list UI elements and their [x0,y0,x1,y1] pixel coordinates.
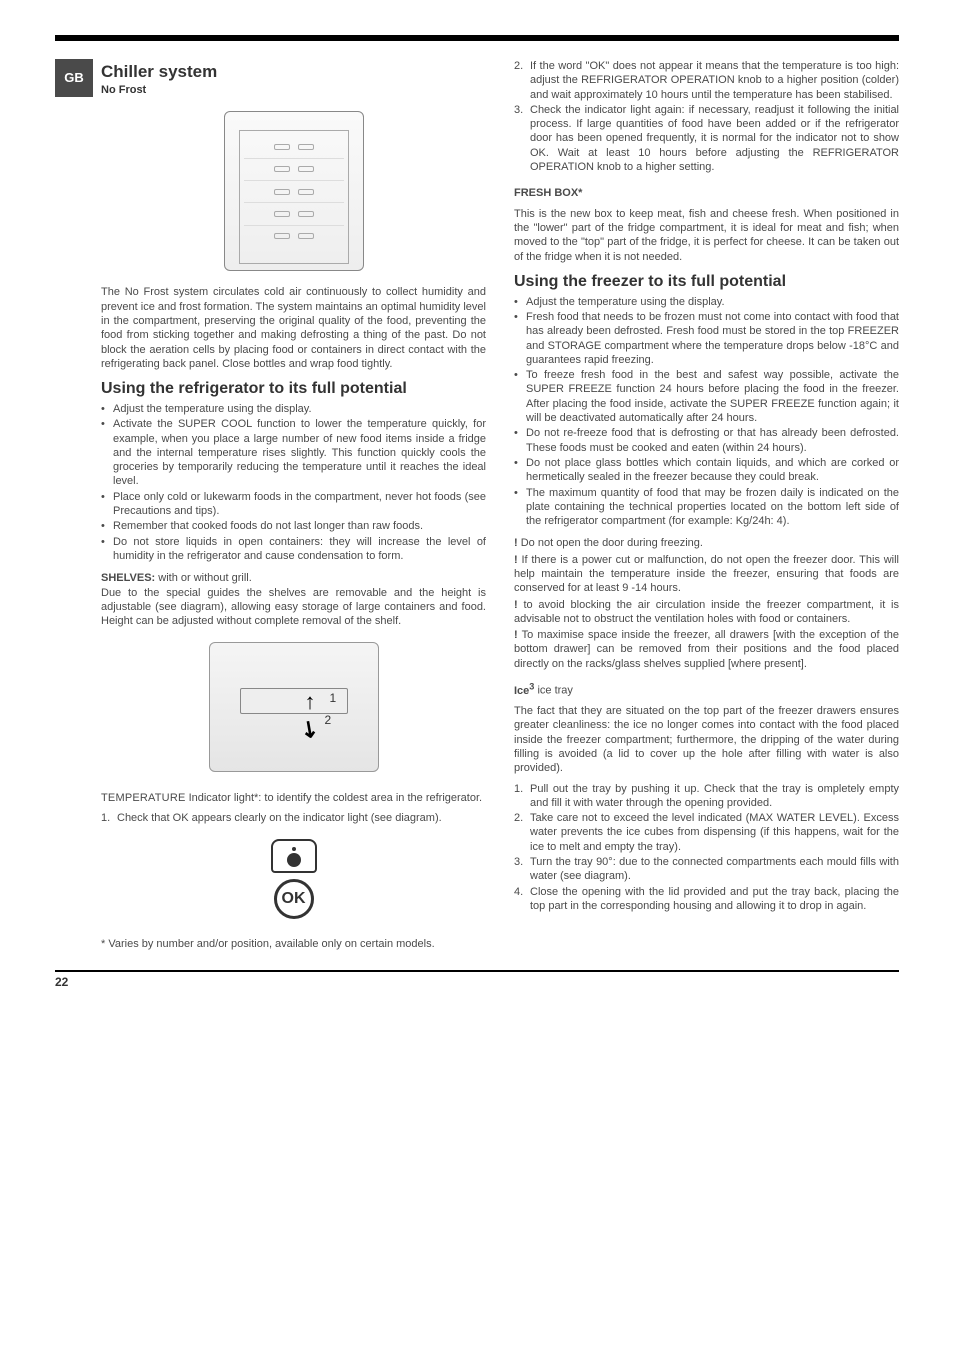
chiller-subtitle: No Frost [101,83,486,97]
list-item: The maximum quantity of food that may be… [514,486,899,529]
ice-head-c: ice tray [534,685,573,697]
shelves-text: Due to the special guides the shelves ar… [101,587,486,628]
list-item: Adjust the temperature using the display… [514,295,899,309]
nofrost-paragraph: The No Frost system circulates cold air … [101,285,486,371]
temperature-label: TEMPERATURE [101,792,186,804]
list-item: Adjust the temperature using the display… [101,402,486,416]
left-column: Chiller system No Frost The No Frost sys… [101,59,486,958]
list-item: Turn the tray 90°: due to the connected … [514,855,899,884]
temperature-line: Indicator light*: to identify the coldes… [186,792,483,804]
list-item: Pull out the tray by pushing it up. Chec… [514,782,899,811]
shelves-after: with or without grill. [155,572,252,584]
ok-indicator-diagram: OK [101,839,486,919]
fridge-diagram [101,111,486,271]
list-item: Check the indicator light again: if nece… [514,103,899,174]
footnote: * Varies by number and/or position, avai… [101,937,486,951]
warning-line: ! Do not open the door during freezing. [514,536,899,550]
temperature-paragraph: TEMPERATURE Indicator light*: to identif… [101,791,486,805]
list-item: Check that OK appears clearly on the ind… [101,811,486,825]
footer-rule: 22 [55,970,899,991]
warning-text: To maximise space inside the freezer, al… [514,629,899,670]
refrigerator-list: Adjust the temperature using the display… [101,402,486,563]
shelf-diagram: ↑1 ↘2 [101,642,486,776]
ice-heading: Ice3 ice tray [514,681,899,698]
language-badge: GB [55,59,93,97]
warning-line: ! If there is a power cut or malfunction… [514,553,899,596]
freezer-heading: Using the freezer to its full potential [514,272,899,293]
list-item: Close the opening with the lid provided … [514,885,899,914]
freezer-list: Adjust the temperature using the display… [514,295,899,529]
right-column: If the word "OK" does not appear it mean… [514,59,899,958]
list-item: Do not place glass bottles which contain… [514,456,899,485]
list-item: Do not re-freeze food that is defrosting… [514,426,899,455]
ok-continued-list: If the word "OK" does not appear it mean… [514,59,899,174]
list-item: Do not store liquids in open containers:… [101,535,486,564]
page-number: 22 [55,975,68,989]
refrigerator-heading: Using the refrigerator to its full poten… [101,379,486,400]
warning-text: to avoid blocking the air circulation in… [514,599,899,625]
ice-head-a: Ice [514,685,529,697]
temperature-check-list: Check that OK appears clearly on the ind… [101,811,486,825]
warning-line: ! to avoid blocking the air circulation … [514,598,899,627]
list-item: Place only cold or lukewarm foods in the… [101,490,486,519]
list-item: To freeze fresh food in the best and saf… [514,368,899,425]
warning-text: Do not open the door during freezing. [518,537,703,549]
list-item: Activate the SUPER COOL function to lowe… [101,417,486,488]
chiller-title: Chiller system [101,61,486,83]
ice-steps-list: Pull out the tray by pushing it up. Chec… [514,782,899,914]
list-item: Fresh food that needs to be frozen must … [514,310,899,367]
top-rule [55,35,899,41]
warning-line: ! To maximise space inside the freezer, … [514,628,899,671]
freshbox-text: This is the new box to keep meat, fish a… [514,207,899,264]
warning-text: If there is a power cut or malfunction, … [514,554,899,595]
list-item: Remember that cooked foods do not last l… [101,519,486,533]
list-item: If the word "OK" does not appear it mean… [514,59,899,102]
shelves-paragraph: SHELVES: with or without grill. Due to t… [101,571,486,628]
shelves-label: SHELVES: [101,572,155,584]
freshbox-heading: FRESH BOX* [514,187,582,199]
ice-text: The fact that they are situated on the t… [514,704,899,775]
list-item: Take care not to exceed the level indica… [514,811,899,854]
